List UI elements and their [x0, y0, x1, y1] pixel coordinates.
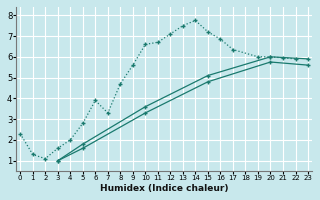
- X-axis label: Humidex (Indice chaleur): Humidex (Indice chaleur): [100, 184, 228, 193]
